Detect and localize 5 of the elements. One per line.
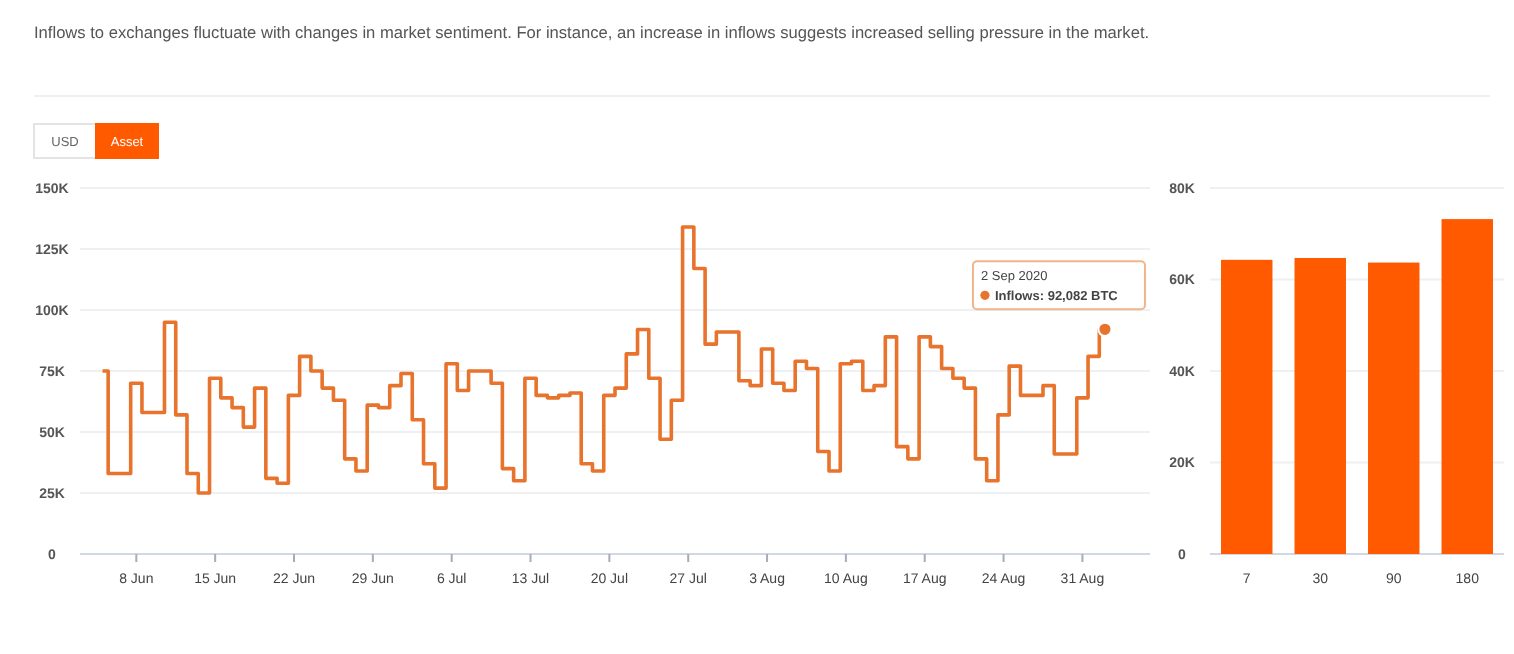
chart-subtitle: Inflows to exchanges fluctuate with changes in market sentiment. For instance, an increase in inflows suggests increased selling pressure in the market. [34, 22, 1150, 42]
bar [1294, 258, 1346, 554]
bar [1221, 259, 1273, 554]
bar [1368, 262, 1420, 554]
bar [1441, 219, 1493, 554]
